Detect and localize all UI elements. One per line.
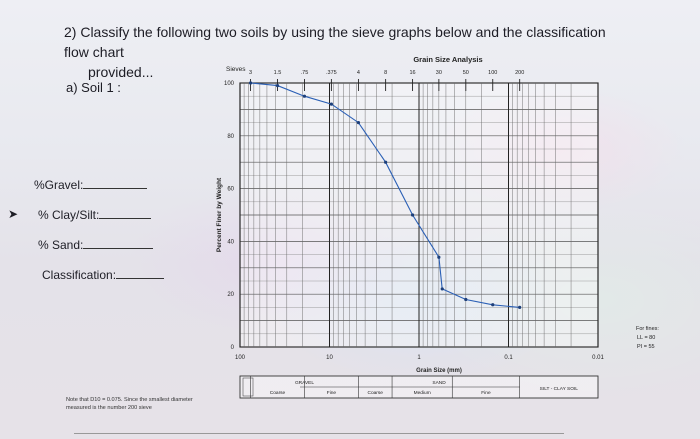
question-line-1: 2) Classify the following two soils by u… [64, 24, 606, 60]
sand-coarse-label: Coarse [368, 390, 384, 396]
gravel-label: GRAVEL [295, 380, 314, 386]
sieve-label: 4 [357, 70, 360, 76]
sieve-label: 200 [515, 70, 524, 76]
y-tick-label: 100 [224, 81, 235, 87]
sieve-label: 16 [410, 70, 416, 76]
sieve-label: 100 [488, 70, 497, 76]
data-point [437, 255, 441, 259]
sieves-label: Sieves [226, 66, 246, 73]
gradation-curve [250, 82, 520, 308]
gravel-field[interactable]: %Gravel: [34, 178, 148, 192]
classification-blank[interactable] [116, 268, 165, 279]
classification-label: Classification: [42, 268, 117, 282]
mouse-cursor-icon: ➤ [8, 207, 19, 221]
sieve-label: .75 [301, 70, 309, 76]
fines-ll: LL = 80 [637, 335, 655, 341]
sieve-label: 8 [384, 70, 387, 76]
sieve-label: .375 [326, 70, 337, 76]
x-tick-label: 0.01 [592, 355, 604, 361]
sieve-label: 50 [463, 70, 469, 76]
data-point [464, 297, 468, 302]
silt-clay-label: SILT - CLAY SOIL [540, 386, 579, 392]
soil-label: a) Soil 1 : [66, 80, 121, 95]
data-point [356, 121, 361, 125]
classification-field[interactable]: Classification: [42, 268, 165, 282]
data-point [275, 84, 280, 88]
y-axis-label: Percent Finer by Weight [216, 177, 223, 252]
sand-blank[interactable] [83, 238, 154, 249]
clay-silt-field[interactable]: % Clay/Silt: [38, 208, 152, 222]
sand-field[interactable]: % Sand: [38, 238, 154, 252]
gravel-blank[interactable] [83, 178, 148, 189]
chart-title: Grain Size Analysis [413, 55, 482, 64]
gravel-fine-label: Fine [327, 390, 337, 396]
fines-title: For fines: [636, 326, 659, 332]
clay-silt-blank[interactable] [99, 208, 152, 219]
data-point [440, 287, 444, 291]
data-point [518, 305, 522, 309]
gravel-label: %Gravel: [34, 178, 84, 192]
y-tick-label: 60 [227, 187, 234, 193]
question-text: 2) Classify the following two soils by u… [64, 22, 634, 82]
y-tick-label: 80 [227, 134, 234, 140]
data-point [384, 160, 388, 164]
x-tick-label: 1 [417, 355, 421, 361]
sand-medium-label: Medium [414, 390, 431, 396]
sieve-label: 1.5 [274, 70, 282, 76]
bar-legend-box [242, 377, 254, 397]
y-tick-label: 0 [231, 345, 235, 351]
question-line-2: provided... [88, 64, 154, 80]
sand-fine-label: Fine [481, 390, 491, 396]
data-point [410, 213, 415, 217]
x-tick-label: 100 [235, 355, 246, 361]
y-tick-label: 40 [227, 239, 234, 245]
fines-pi: PI = 55 [637, 344, 655, 350]
data-point [248, 81, 253, 85]
y-tick-label: 20 [227, 292, 234, 298]
x-tick-label: 0.1 [504, 355, 513, 361]
data-point [329, 102, 333, 106]
bottom-rule [74, 433, 564, 434]
gravel-coarse-label: Coarse [270, 390, 286, 396]
sieve-label: 30 [436, 70, 442, 76]
sand-label: SAND [432, 380, 446, 386]
d10-note: Note that D10 = 0.075. Since the smalles… [66, 397, 193, 411]
sieve-label: 3 [249, 70, 252, 76]
x-axis-label: Grain Size (mm) [416, 368, 462, 374]
clay-silt-label: % Clay/Silt: [38, 208, 100, 222]
data-point [491, 303, 495, 307]
data-point [302, 94, 307, 98]
sand-label: % Sand: [38, 238, 84, 252]
x-tick-label: 10 [326, 355, 333, 361]
